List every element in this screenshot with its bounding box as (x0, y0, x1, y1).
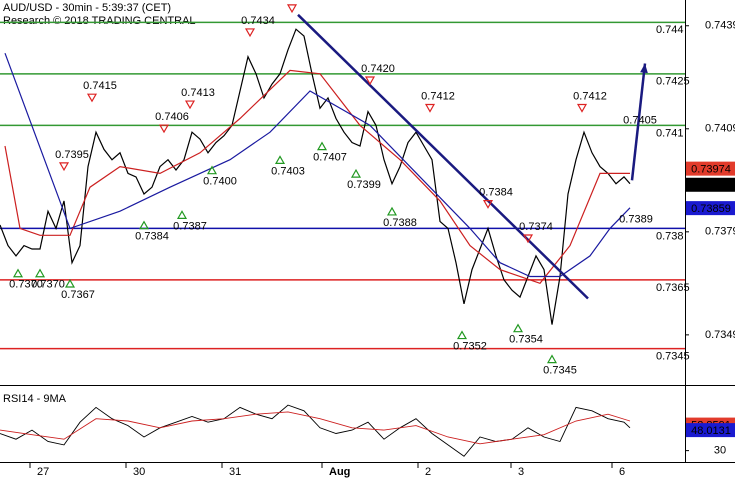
high-marker (522, 234, 534, 244)
annotation-label: 0.7388 (383, 217, 417, 229)
low-marker (386, 206, 398, 216)
y-tick-label: 0.7349 (705, 329, 735, 341)
high-marker (158, 124, 170, 134)
y-tick-label: 0.7439 (705, 20, 735, 32)
high-marker (184, 100, 196, 110)
rsi-line (0, 411, 631, 445)
annotation-label: 0.7384 (479, 187, 513, 199)
annotation-label: 0.7352 (453, 340, 487, 352)
low-marker (274, 155, 286, 164)
low-marker (546, 354, 558, 364)
low-marker (316, 141, 328, 151)
annotation-label: 0.7384 (135, 231, 169, 243)
level-label: 0.741 (656, 127, 684, 139)
level-label: 0.738 (656, 230, 684, 242)
annotation-label: 0.7374 (519, 221, 553, 233)
annotation-label: 0.7367 (61, 289, 95, 301)
annotation-label: 0.7434 (241, 15, 275, 27)
high-marker (286, 4, 298, 14)
annotation-label: 0.7406 (155, 111, 189, 123)
high-marker (244, 28, 256, 38)
low-marker (512, 323, 524, 333)
chart-subtitle: Research © 2018 TRADING CENTRAL (3, 15, 196, 27)
level-label: 0.7425 (656, 76, 690, 88)
price-tag-label: 0.73859 (691, 203, 731, 215)
rsi-title: RSI14 - 9MA (3, 393, 67, 405)
rsi-line (0, 404, 631, 457)
price-line (4, 52, 631, 278)
annotation-label: 0.7407 (313, 152, 347, 164)
trendline (297, 13, 589, 300)
level-label: 0.7345 (656, 351, 690, 363)
price-tag-label: 0.73974 (691, 164, 731, 176)
annotation-label: 0.7412 (573, 90, 607, 102)
arrow-head (640, 63, 648, 74)
y-tick-label: 0.7409 (705, 123, 735, 135)
annotation-label: 0.7370 (9, 279, 43, 291)
high-marker (58, 162, 70, 172)
price-tag-label: 0.73927 (691, 180, 731, 192)
low-marker (350, 168, 362, 178)
rsi-y-tick-label: 30 (714, 445, 726, 457)
price-tag-label: 48.0131 (691, 425, 731, 437)
low-marker (138, 220, 150, 230)
annotation-label: 0.7403 (271, 165, 305, 177)
high-marker (482, 200, 494, 209)
annotation-label: 0.7405 (623, 114, 657, 126)
annotation-label: 0.7412 (421, 90, 455, 102)
high-marker (424, 103, 436, 113)
price-tag (686, 423, 735, 438)
low-marker (456, 330, 468, 340)
annotation-label: 0.7413 (181, 87, 215, 99)
x-tick-label: 30 (133, 466, 145, 478)
high-marker (364, 76, 376, 86)
chart-title: AUD/USD - 30min - 5:39:37 (CET) (3, 2, 171, 14)
low-marker (64, 278, 76, 288)
y-tick-label: 0.7379 (705, 226, 735, 238)
annotation-label: 0.7389 (619, 213, 653, 225)
low-marker (206, 165, 218, 175)
price-tag (686, 161, 735, 176)
level-label: 0.7365 (656, 282, 690, 294)
arrow (630, 63, 647, 181)
low-marker (34, 268, 46, 278)
annotation-label: 0.7395 (55, 149, 89, 161)
high-marker (576, 103, 588, 113)
annotation-label: 0.7387 (173, 220, 207, 232)
annotation-label: 0.7370 (31, 279, 65, 291)
x-tick-label: 3 (518, 466, 524, 478)
x-tick-label: 31 (229, 466, 241, 478)
price-tag (686, 201, 735, 216)
low-marker (12, 268, 24, 278)
annotation-label: 0.7415 (83, 80, 117, 92)
low-marker (176, 210, 188, 219)
x-tick-label: 6 (619, 466, 625, 478)
annotation-label: 0.7345 (543, 365, 577, 377)
annotation-label: 0.7399 (347, 179, 381, 191)
price-tag (686, 177, 735, 192)
annotation-label: 0.7400 (203, 176, 237, 188)
annotation-label: 0.7420 (361, 63, 395, 75)
x-tick-label: 27 (37, 466, 49, 478)
x-tick-label: Aug (329, 466, 350, 478)
annotation-label: 0.7441 (283, 0, 317, 3)
price-line (0, 28, 631, 325)
high-marker (86, 93, 98, 103)
annotation-label: 0.7354 (509, 334, 543, 346)
x-tick-label: 2 (425, 466, 431, 478)
level-label: 0.744 (656, 24, 684, 36)
